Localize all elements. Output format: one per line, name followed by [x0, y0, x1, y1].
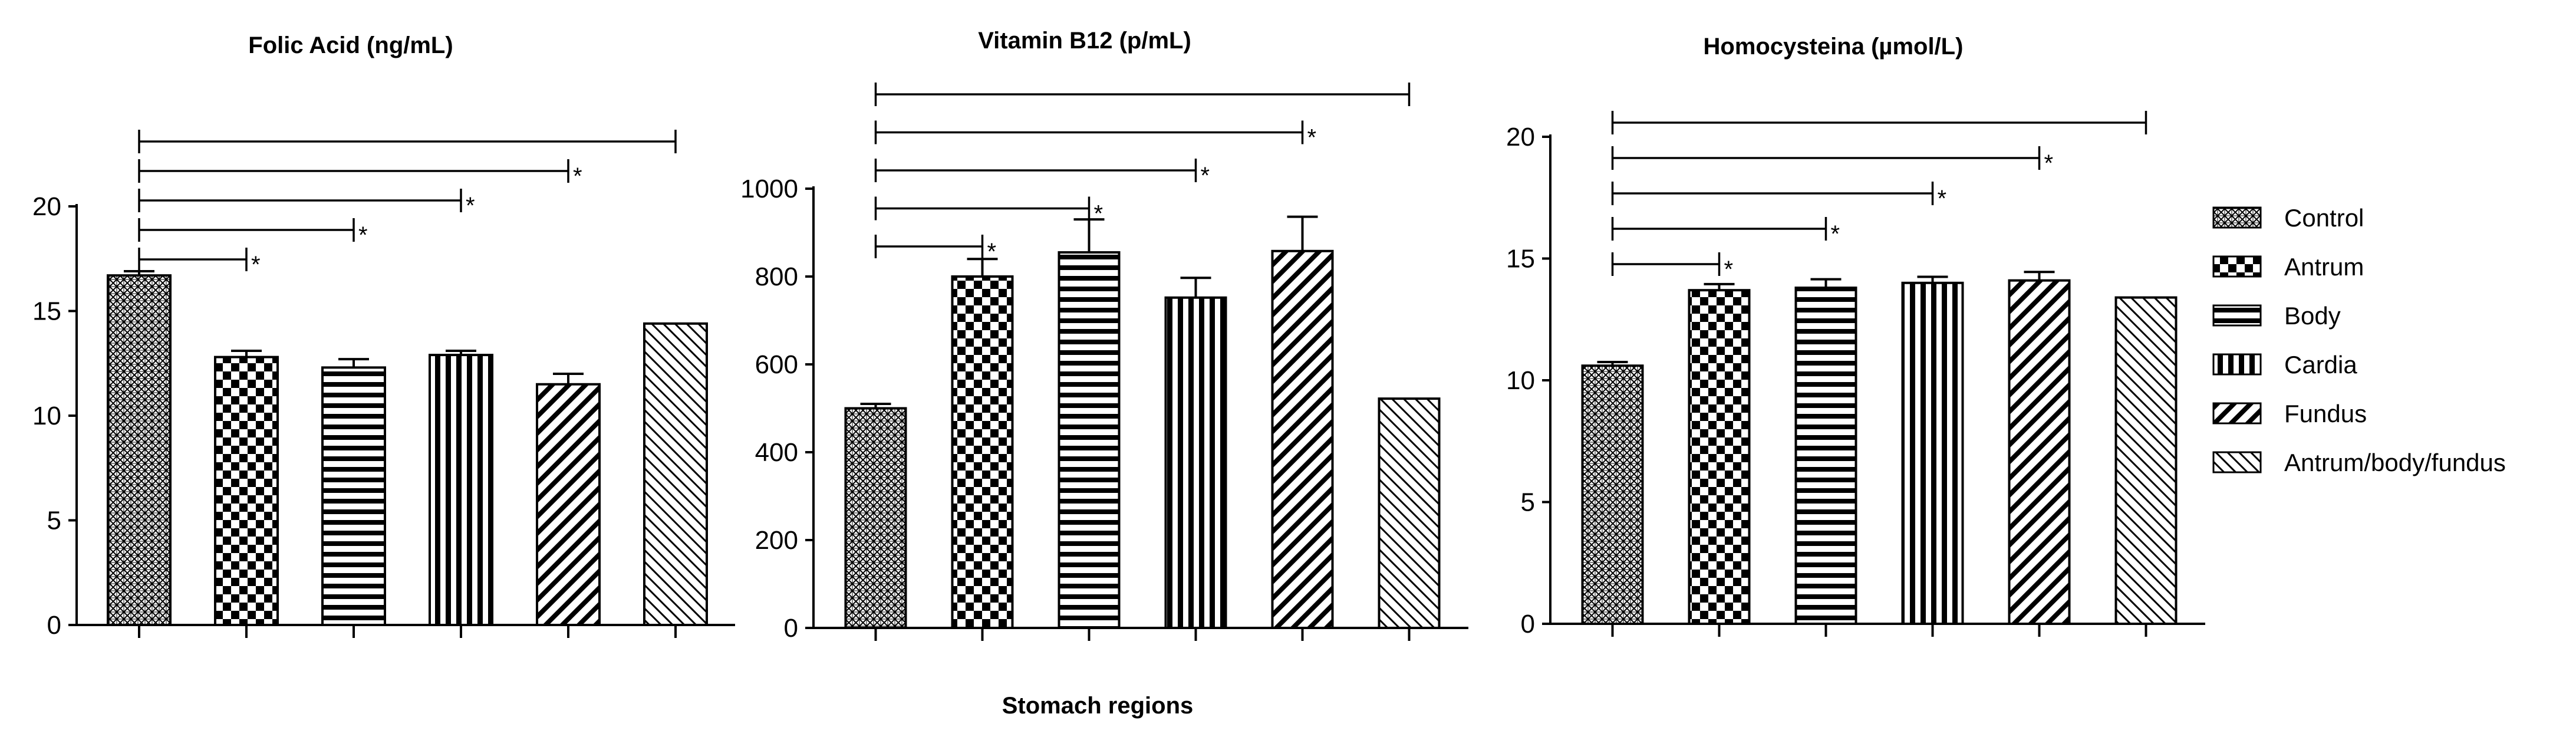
y-tick-label: 600: [755, 350, 798, 379]
bar-antrum: [214, 356, 279, 626]
legend-label: Antrum/body/fundus: [2284, 449, 2506, 476]
bar-cardia: [429, 354, 493, 626]
y-tick-label: 20: [32, 192, 61, 221]
bar-body: [1794, 287, 1857, 625]
chart-panel-3: Homocysteina (µmol/L) 0 5 10 15 20 * * * *: [1506, 34, 2205, 639]
significance-star: *: [1724, 256, 1734, 282]
chart-title: Homocysteina (µmol/L): [1704, 34, 1964, 60]
bar-antrum-body-fundus: [2114, 296, 2178, 625]
y-tick-label: 400: [755, 438, 798, 467]
significance-star: *: [1307, 125, 1317, 151]
bar-fundus: [1271, 249, 1334, 630]
chart-title: Folic Acid (ng/mL): [248, 32, 453, 58]
significance-star: *: [466, 193, 475, 219]
bar-fundus: [2008, 279, 2071, 626]
legend-label: Antrum: [2284, 253, 2364, 281]
y-tick-label: 0: [1521, 610, 1535, 639]
legend-swatch: [2212, 255, 2262, 278]
legend-swatch: [2212, 304, 2262, 327]
legend-item-antrum: Antrum: [2212, 253, 2364, 281]
y-tick-label: 800: [755, 262, 798, 291]
legend-swatch: [2212, 353, 2262, 376]
y-tick-label: 200: [755, 526, 798, 555]
y-tick-label: 5: [47, 506, 61, 535]
bar-antrum: [951, 275, 1014, 629]
legend-item-control: Control: [2212, 204, 2364, 232]
significance-star: *: [1938, 186, 1947, 212]
bar-control: [1581, 364, 1644, 625]
bar-fundus: [536, 383, 601, 626]
legend-label: Body: [2284, 302, 2341, 330]
significance-star: *: [573, 163, 582, 189]
legend-item-cardia: Cardia: [2212, 351, 2357, 379]
bar-body: [321, 366, 386, 626]
y-tick-label: 1000: [740, 175, 798, 203]
legend-swatch: [2212, 206, 2262, 229]
bar-control: [107, 274, 172, 626]
bar-antrum: [1688, 289, 1751, 625]
bar-antrum-body-fundus: [643, 322, 708, 626]
bar-cardia: [1901, 281, 1964, 625]
legend-label: Control: [2284, 204, 2364, 232]
legend: Control Antrum Body Cardia Fundus Antrum/body…: [2212, 204, 2506, 476]
bar-control: [844, 407, 907, 629]
legend-swatch: [2212, 402, 2262, 425]
significance-star: *: [1831, 221, 1840, 247]
significance-star: *: [1201, 163, 1210, 189]
legend-swatch: [2212, 451, 2262, 473]
bar-antrum-body-fundus: [1378, 397, 1441, 629]
chart-panel-1: Folic Acid (ng/mL) 0 5 10 15 20 * * * *: [32, 32, 735, 640]
chart-title: Vitamin B12 (p/mL): [978, 28, 1191, 54]
chart-panel-2: Vitamin B12 (p/mL) 0 200 400 600 800 1000 * * * *: [740, 28, 1468, 643]
bar-cardia: [1164, 296, 1227, 629]
bar-body: [1058, 251, 1121, 629]
legend-item-antrum-body-fundus: Antrum/body/fundus: [2212, 449, 2506, 476]
x-axis-label: Stomach regions: [1002, 693, 1194, 719]
y-tick-label: 15: [32, 297, 61, 326]
significance-star: *: [1094, 201, 1103, 227]
y-tick-label: 15: [1506, 245, 1535, 274]
y-tick-label: 10: [32, 402, 61, 430]
legend-label: Cardia: [2284, 351, 2357, 379]
y-tick-label: 5: [1521, 488, 1535, 517]
significance-star: *: [987, 239, 997, 265]
legend-item-fundus: Fundus: [2212, 400, 2367, 427]
significance-star: *: [251, 252, 261, 278]
y-tick-label: 0: [47, 611, 61, 640]
y-tick-label: 10: [1506, 366, 1535, 395]
significance-star: *: [2044, 150, 2054, 176]
significance-star: *: [358, 222, 368, 248]
y-tick-label: 20: [1506, 123, 1535, 152]
legend-item-body: Body: [2212, 302, 2341, 330]
y-tick-label: 0: [784, 614, 798, 643]
legend-label: Fundus: [2284, 400, 2367, 427]
